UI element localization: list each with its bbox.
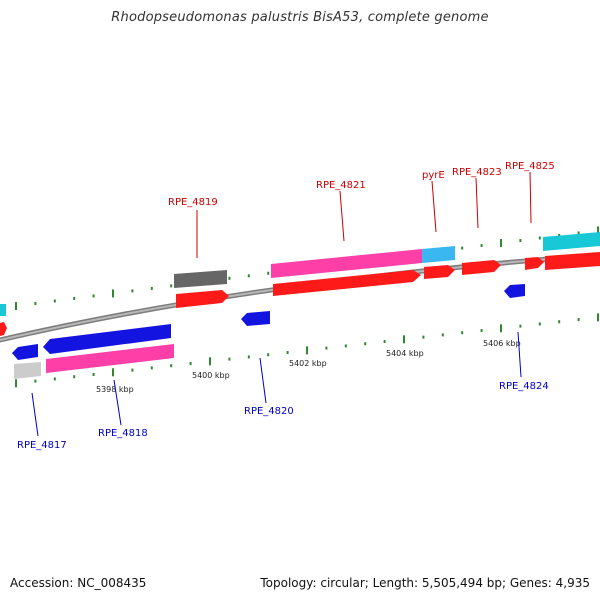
genome-summary-text: Topology: circular; Length: 5,505,494 bp… — [260, 576, 590, 590]
minor-tick — [344, 344, 347, 348]
minor-tick — [247, 355, 250, 359]
major-tick — [15, 379, 17, 388]
minor-tick — [461, 246, 464, 250]
major-tick — [112, 368, 114, 377]
leader-lines — [31, 171, 532, 437]
reverse-feature-row — [12, 284, 525, 360]
gene-red-stub-left[interactable] — [0, 322, 7, 336]
gene-dark-gray[interactable] — [174, 270, 227, 288]
minor-tick — [325, 346, 328, 350]
minor-tick — [383, 340, 386, 344]
gene-rpe-4819-feature[interactable] — [176, 290, 229, 308]
gene-light-gray[interactable] — [14, 362, 41, 379]
minor-tick — [228, 357, 231, 361]
minor-tick — [34, 302, 37, 306]
minor-tick — [150, 286, 153, 290]
accession-text: Accession: NC_008435 — [10, 576, 147, 590]
upper-feature-row — [0, 232, 600, 316]
gene-rpe-4824-feature[interactable] — [504, 284, 525, 298]
minor-tick — [247, 274, 250, 278]
minor-tick — [519, 324, 522, 328]
minor-tick — [170, 364, 173, 368]
major-tick — [500, 239, 502, 247]
major-tick — [500, 324, 502, 333]
minor-tick — [538, 322, 541, 326]
major-tick — [15, 302, 17, 311]
map-title: Rhodopseudomonas palustris BisA53, compl… — [111, 10, 489, 25]
gene-red-right[interactable] — [545, 252, 600, 270]
minor-tick — [92, 294, 95, 298]
label-rpe-4820[interactable]: RPE_4820 — [244, 406, 294, 417]
minor-tick — [480, 244, 483, 248]
major-tick — [112, 289, 114, 298]
minor-tick — [558, 320, 561, 324]
minor-tick — [34, 379, 37, 383]
minor-tick — [538, 236, 541, 240]
minor-tick — [558, 233, 561, 237]
gene-rpe-4825-feature[interactable] — [525, 257, 544, 270]
minor-tick — [131, 289, 134, 293]
minor-tick — [267, 271, 270, 275]
gene-rpe-4818-feature[interactable] — [43, 324, 171, 354]
tick-label-5406: 5406 kbp — [483, 339, 521, 348]
minor-tick — [170, 284, 173, 288]
tick-label-5404: 5404 kbp — [386, 349, 424, 358]
minor-tick — [131, 368, 134, 372]
label-rpe-4818[interactable]: RPE_4818 — [98, 428, 148, 439]
major-tick — [597, 313, 599, 322]
minor-tick — [53, 377, 56, 381]
gene-light-blue[interactable] — [422, 246, 455, 263]
minor-tick — [150, 366, 153, 370]
minor-tick — [519, 238, 522, 242]
minor-tick — [92, 373, 95, 377]
major-tick — [209, 357, 211, 366]
major-tick — [403, 335, 405, 344]
gene-rpe-4821-feature[interactable] — [273, 270, 421, 296]
label-rpe-4825[interactable]: RPE_4825 — [505, 161, 555, 172]
gene-cyan-right[interactable] — [543, 232, 600, 251]
major-tick — [597, 226, 599, 235]
label-rpe-4817[interactable]: RPE_4817 — [17, 440, 67, 451]
forward-feature-row — [0, 252, 600, 336]
minor-tick — [480, 329, 483, 333]
minor-tick — [189, 362, 192, 366]
label-pyre[interactable]: pyrE — [422, 170, 445, 181]
gene-pink-lower[interactable] — [46, 344, 174, 373]
tick-label-5402: 5402 kbp — [289, 359, 327, 368]
lower-tick-track — [15, 313, 599, 388]
tick-label-5400: 5400 kbp — [192, 371, 230, 380]
minor-tick — [461, 331, 464, 335]
label-rpe-4823[interactable]: RPE_4823 — [452, 167, 502, 178]
minor-tick — [441, 333, 444, 337]
minor-tick — [53, 299, 56, 303]
minor-tick — [577, 318, 580, 322]
minor-tick — [286, 351, 289, 355]
minor-tick — [364, 342, 367, 346]
label-rpe-4819[interactable]: RPE_4819 — [168, 197, 218, 208]
label-rpe-4821[interactable]: RPE_4821 — [316, 180, 366, 191]
tick-label-5398: 5398 kbp — [96, 385, 134, 394]
gene-rpe-4823-feature[interactable] — [462, 260, 501, 275]
minor-tick — [577, 231, 580, 235]
minor-tick — [228, 276, 231, 280]
minor-tick — [73, 296, 76, 300]
scale-labels: 5398 kbp 5400 kbp 5402 kbp 5404 kbp 5406… — [96, 339, 521, 394]
gene-labels: RPE_4819 RPE_4821 pyrE RPE_4823 RPE_4825… — [17, 161, 555, 451]
label-rpe-4824[interactable]: RPE_4824 — [499, 381, 549, 392]
gene-rpe-4817-feature[interactable] — [12, 344, 38, 360]
gene-rpe-4820-feature[interactable] — [241, 311, 270, 326]
minor-tick — [267, 353, 270, 357]
minor-tick — [73, 375, 76, 379]
lower-feature-row — [14, 344, 174, 379]
gene-pink-upper[interactable] — [271, 249, 422, 278]
major-tick — [306, 346, 308, 355]
gene-cyan-left[interactable] — [0, 304, 6, 316]
minor-tick — [422, 335, 425, 339]
gene-pyre-feature[interactable] — [424, 265, 455, 279]
